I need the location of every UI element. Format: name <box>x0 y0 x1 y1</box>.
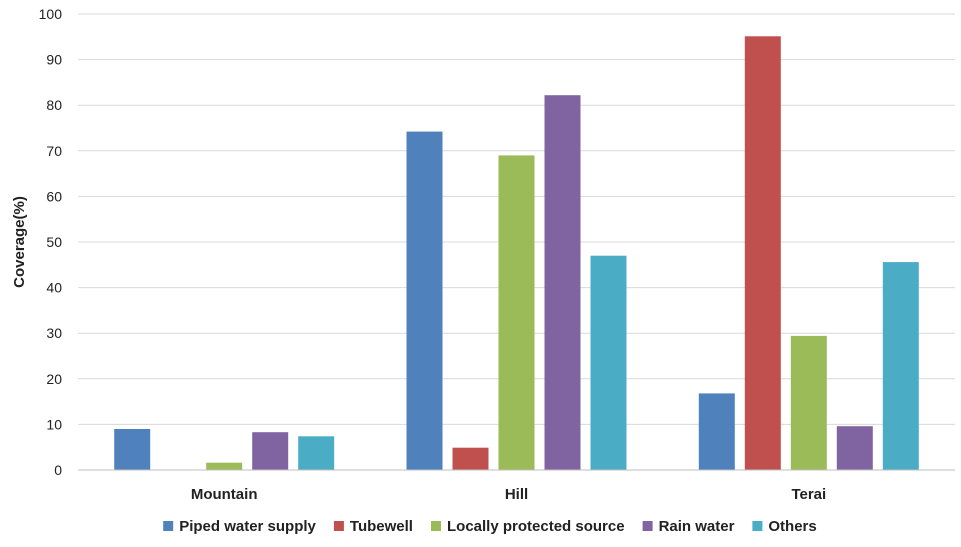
bar-hill-rain-water <box>544 95 581 470</box>
legend-label: Locally protected source <box>447 518 625 535</box>
legend: Piped water supply Tubewell Locally protec… <box>163 518 817 535</box>
bar-mountain-piped-water-supply <box>114 429 151 470</box>
y-tick-label: 20 <box>46 371 62 387</box>
bar-mountain-locally-protected-source <box>206 462 243 470</box>
legend-label: Tubewell <box>350 518 413 535</box>
legend-swatch <box>752 521 763 531</box>
bar-hill-others <box>590 255 627 470</box>
x-category-label: Terai <box>791 486 826 503</box>
bar-mountain-rain-water <box>252 432 289 470</box>
bar-terai-tubewell <box>744 36 781 471</box>
legend-swatch <box>333 521 344 531</box>
legend-item: Piped water supply <box>163 518 317 535</box>
bars <box>114 36 919 471</box>
bar-hill-tubewell <box>452 447 489 470</box>
legend-label: Rain water <box>659 518 735 535</box>
legend-label: Piped water supply <box>179 518 316 535</box>
legend-label: Others <box>768 518 816 535</box>
legend-item: Locally protected source <box>431 518 625 535</box>
legend-item: Rain water <box>642 518 735 535</box>
legend-item: Others <box>752 518 817 535</box>
bar-hill-piped-water-supply <box>406 131 443 470</box>
legend-item: Tubewell <box>333 518 413 535</box>
legend-swatch <box>163 521 174 531</box>
y-tick-label: 10 <box>46 416 62 432</box>
y-tick-label: 40 <box>46 280 62 296</box>
y-tick-label: 80 <box>46 97 62 113</box>
y-tick-label: 60 <box>46 188 62 204</box>
x-axis-categories: Mountain Hill Terai <box>191 486 826 503</box>
y-tick-label: 100 <box>39 6 63 22</box>
legend-swatch <box>642 521 653 531</box>
bar-hill-locally-protected-source <box>498 155 535 470</box>
y-axis-ticks: 0 10 20 30 40 50 60 70 80 90 100 <box>39 6 63 478</box>
x-category-label: Hill <box>505 486 528 503</box>
legend-swatch <box>431 521 441 531</box>
y-tick-label: 70 <box>46 143 62 159</box>
y-tick-label: 0 <box>54 462 62 478</box>
y-tick-label: 50 <box>46 234 62 250</box>
y-axis-title: Coverage(%) <box>11 196 28 288</box>
bar-terai-piped-water-supply <box>698 393 735 470</box>
bar-terai-locally-protected-source <box>790 335 827 470</box>
y-tick-label: 90 <box>46 52 62 68</box>
bar-terai-others <box>882 262 919 470</box>
bar-terai-rain-water <box>836 426 873 470</box>
x-category-label: Mountain <box>191 486 258 503</box>
y-tick-label: 30 <box>46 325 62 341</box>
bar-mountain-others <box>298 436 335 470</box>
